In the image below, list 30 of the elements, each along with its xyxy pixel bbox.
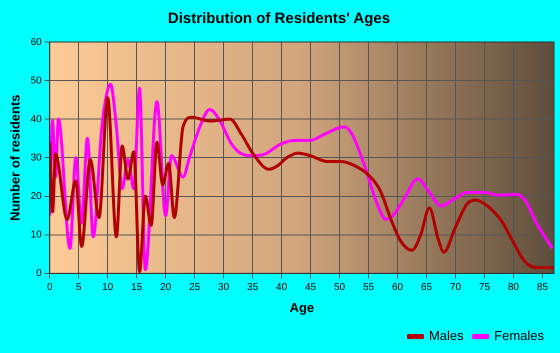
x-tick-label: 70 (450, 282, 462, 294)
x-tick-label: 45 (304, 282, 317, 294)
x-tick-label: 50 (334, 282, 346, 294)
x-tick-label: 15 (131, 282, 143, 294)
y-tick-label: 20 (30, 191, 42, 202)
y-axis-title: Number of residents (7, 94, 22, 221)
chart-title: Distribution of Residents' Ages (168, 10, 390, 28)
x-tick-label: 20 (160, 282, 172, 294)
x-tick-label: 40 (276, 282, 288, 294)
legend-label: Females (494, 328, 544, 344)
x-tick-label: 35 (247, 282, 259, 294)
x-tick-label: 5 (76, 282, 82, 294)
y-tick-label: 0 (36, 268, 42, 280)
x-tick-label: 65 (420, 282, 432, 294)
y-tick-label: 50 (30, 75, 42, 86)
y-tick-label: 10 (30, 230, 42, 241)
y-tick-label: 60 (30, 36, 42, 48)
y-tick-label: 40 (30, 114, 42, 125)
x-tick-label: 60 (392, 282, 404, 294)
legend-label: Males (428, 328, 464, 344)
x-tick-label: 85 (536, 282, 548, 294)
x-tick-label: 80 (508, 282, 520, 294)
x-tick-label: 25 (189, 282, 201, 294)
x-tick-label: 30 (218, 282, 230, 294)
y-tick-label: 30 (30, 152, 42, 164)
x-tick-label: 0 (46, 282, 53, 294)
x-tick-label: 55 (362, 282, 375, 294)
x-tick-label: 75 (478, 282, 490, 294)
x-axis-title: Age (290, 300, 314, 315)
x-tick-label: 10 (102, 282, 114, 294)
